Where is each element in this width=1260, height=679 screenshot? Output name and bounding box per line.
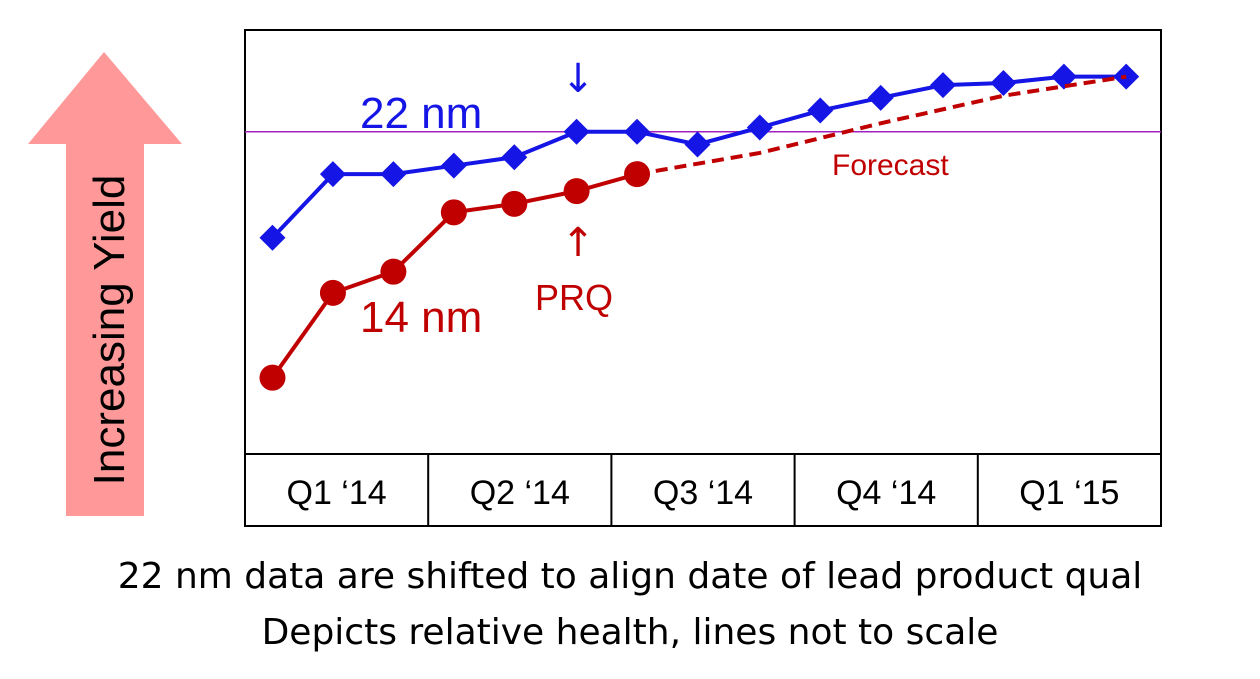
prq-label: PRQ <box>535 277 613 318</box>
footer-note-2: Depicts relative health, lines not to sc… <box>261 612 999 653</box>
data-point-22-nm <box>1050 63 1077 90</box>
category-label: Q1 ‘15 <box>1019 474 1119 512</box>
series-line-forecast <box>636 74 1127 177</box>
data-point-22-nm <box>259 224 286 251</box>
category-label: Q1 ‘14 <box>287 474 387 512</box>
increasing-yield-arrow <box>28 52 182 516</box>
up-arrow-icon: ↑ <box>561 220 595 266</box>
category-table <box>244 453 1162 527</box>
series-group <box>259 63 1140 391</box>
data-point-14-nm <box>259 364 286 391</box>
y-axis-label: Increasing Yield <box>85 175 134 486</box>
data-point-14-nm <box>380 258 407 285</box>
down-arrow-icon: ↓ <box>561 56 595 102</box>
category-label: Q4 ‘14 <box>836 474 936 512</box>
data-point-22-nm <box>807 97 834 124</box>
data-point-14-nm <box>440 199 467 226</box>
data-point-22-nm <box>684 131 711 158</box>
data-point-22-nm <box>380 161 407 188</box>
forecast-label: Forecast <box>832 149 949 182</box>
label-14nm: 14 nm <box>360 293 482 342</box>
data-point-22-nm <box>624 118 651 145</box>
footer-note-1: 22 nm data are shifted to align date of … <box>117 556 1143 597</box>
data-point-22-nm <box>746 114 773 141</box>
yield-chart: Increasing Yield Q1 ‘14 Q2 ‘14 Q3 ‘14 Q4 ‘1… <box>28 29 1162 527</box>
data-point-22-nm <box>990 70 1017 96</box>
label-22nm: 22 nm <box>360 89 482 138</box>
data-point-14-nm <box>319 279 346 306</box>
data-point-22-nm <box>563 118 590 145</box>
category-label: Q2 ‘14 <box>470 474 570 512</box>
data-point-22-nm <box>440 152 467 179</box>
data-point-22-nm <box>319 161 346 188</box>
data-point-14-nm <box>563 178 590 205</box>
category-axis: Q1 ‘14 Q2 ‘14 Q3 ‘14 Q4 ‘14 Q1 ‘15 <box>287 454 1119 526</box>
data-point-22-nm <box>501 144 528 171</box>
data-point-14-nm <box>501 190 528 217</box>
data-point-22-nm <box>867 84 894 111</box>
category-label: Q3 ‘14 <box>653 474 753 512</box>
data-point-22-nm <box>929 72 956 99</box>
